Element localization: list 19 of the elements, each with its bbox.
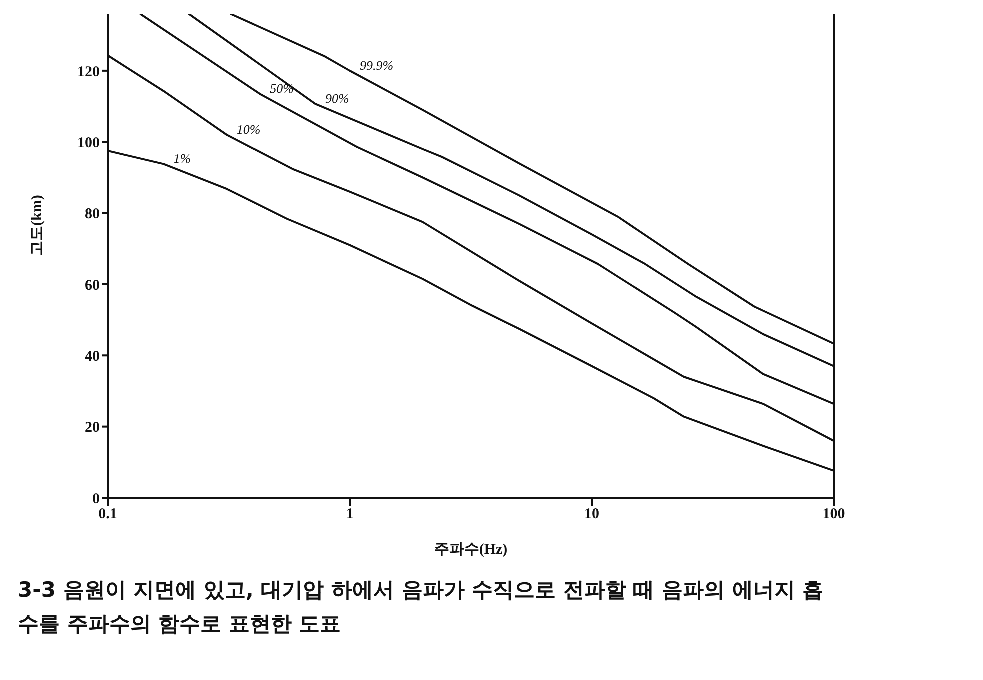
x-tick-label: 10	[584, 506, 600, 523]
y-tick-label: 0	[92, 491, 100, 508]
series-label: 90%	[325, 91, 350, 106]
y-tick-label: 60	[85, 278, 100, 294]
series-label: 99.9%	[360, 58, 394, 73]
x-tick-label: 0.1	[98, 506, 118, 523]
y-axis-title: 고도(km)	[29, 195, 46, 256]
series-label: 10%	[236, 122, 261, 137]
y-tick-label: 100	[78, 135, 100, 152]
y-tick-label: 120	[78, 64, 100, 80]
x-tick-label: 1	[346, 506, 354, 523]
series-label: 50%	[270, 81, 294, 96]
x-tick-label: 100	[822, 506, 846, 523]
text: 3-3 음원이 지면에 있고, 대기압 하에서 음파가 수직으로 전파할 때 음파의 에너지 흡수를 주파수의 함수로 표현한 도표	[18, 577, 825, 638]
x-axis-title: 주파수(Hz)	[434, 542, 508, 558]
y-tick-label: 40	[85, 348, 100, 365]
series-label: 1%	[174, 151, 192, 166]
y-tick-label: 20	[85, 420, 100, 436]
y-tick-label: 80	[85, 206, 100, 223]
